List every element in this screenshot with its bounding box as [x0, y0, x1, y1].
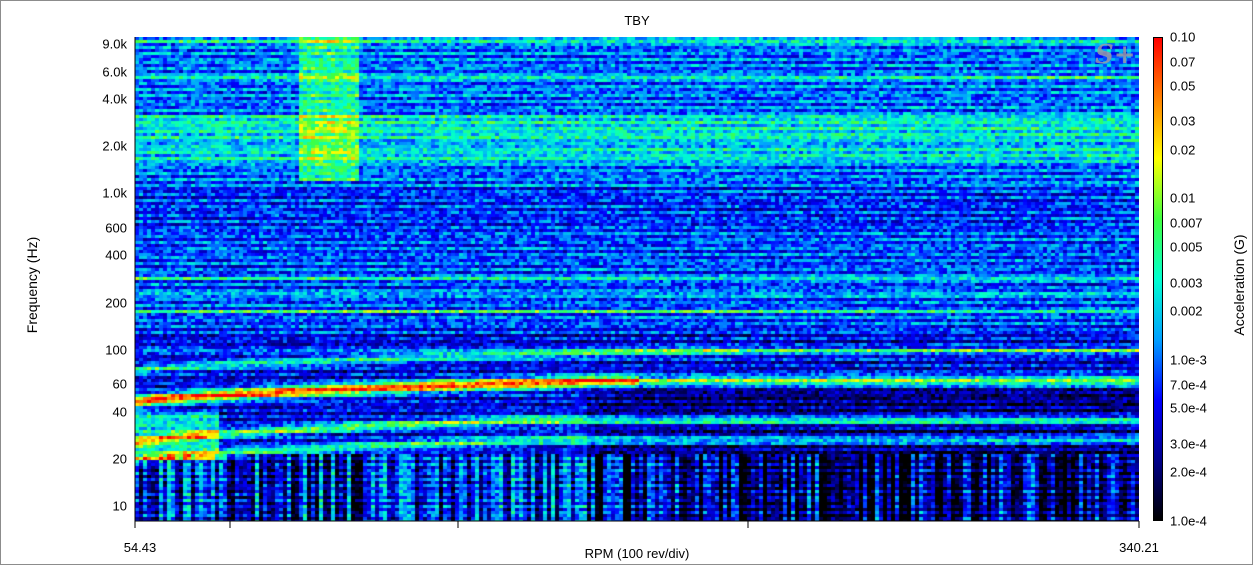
y-axis-label: Frequency (Hz) — [24, 236, 40, 334]
colorbar-tick-label: 0.01 — [1170, 190, 1196, 206]
colorbar-tick-label: 0.007 — [1170, 215, 1203, 231]
y-tick-label: 600 — [105, 220, 127, 236]
colorbar-tick-label: 0.03 — [1170, 113, 1196, 129]
chart-title: TBY — [624, 13, 650, 28]
colorbar-tick-label: 2.0e-4 — [1170, 464, 1207, 480]
x-tick-label: 340.21 — [1119, 540, 1159, 555]
colorbar-tick-label: 0.02 — [1170, 142, 1196, 158]
y-tick-label: 1.0k — [102, 185, 127, 201]
colorbar-tick-label: 3.0e-4 — [1170, 436, 1207, 452]
y-tick-label: 20 — [112, 451, 127, 467]
x-tick-label: 54.43 — [123, 540, 157, 555]
x-axis-label: RPM (100 rev/div) — [584, 546, 690, 561]
y-tick-label: 2.0k — [102, 138, 127, 154]
colorbar-label: Acceleration (G) — [1231, 234, 1247, 336]
colorbar-tick-label: 7.0e-4 — [1170, 377, 1207, 393]
spectrogram-svg — [135, 37, 1139, 521]
y-tick-label: 60 — [112, 376, 127, 392]
colorbar-tick-label: 0.05 — [1170, 78, 1196, 94]
colorbar-tick-label: 0.10 — [1170, 29, 1196, 45]
y-tick-label: 40 — [112, 404, 127, 420]
y-tick-label: 6.0k — [102, 64, 127, 80]
watermark-logo: S+ — [1095, 40, 1136, 70]
colorbar-tick-label: 5.0e-4 — [1170, 400, 1207, 416]
y-tick-label: 400 — [105, 247, 127, 263]
y-tick-label: 200 — [105, 295, 127, 311]
colorbar-tick-label: 0.002 — [1170, 303, 1203, 319]
spectrogram-plot[interactable] — [135, 37, 1139, 521]
colorbar-tick-label: 0.003 — [1170, 275, 1203, 291]
y-tick-label: 10 — [112, 498, 127, 514]
y-tick-label: 9.0k — [102, 36, 127, 52]
colorbar-tick-label: 0.07 — [1170, 54, 1196, 70]
colorbar-tick-label: 0.005 — [1170, 239, 1203, 255]
colorbar-tick-label: 1.0e-3 — [1170, 352, 1207, 368]
y-tick-label: 4.0k — [102, 91, 127, 107]
colorbar — [1153, 37, 1163, 521]
y-tick-label: 100 — [105, 342, 127, 358]
spectrogram-image — [135, 37, 1139, 521]
colorbar-tick-label: 1.0e-4 — [1170, 513, 1207, 529]
